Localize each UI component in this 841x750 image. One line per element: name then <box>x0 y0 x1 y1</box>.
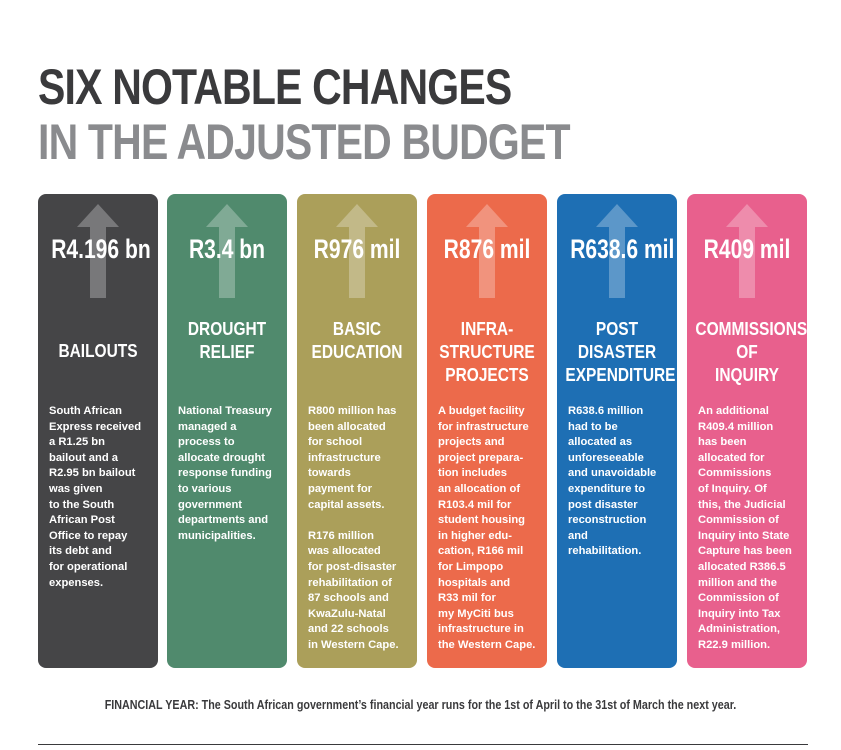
up-arrow-icon <box>336 204 378 298</box>
heading: COMMISSIONS OF INQUIRY <box>695 319 808 385</box>
up-arrow-icon <box>596 204 638 298</box>
title-line-1: SIX NOTABLE CHANGES <box>38 59 512 115</box>
description: R638.6 million had to be allocated as un… <box>568 405 657 558</box>
heading: BAILOUTS <box>58 341 138 361</box>
description: South African Express received a R1.25 b… <box>49 405 142 589</box>
bottom-divider <box>38 744 808 745</box>
amount: R976 mil <box>313 234 401 264</box>
footnote-label: FINANCIAL YEAR: <box>104 698 199 712</box>
description: National Treasury managed a process to a… <box>178 405 272 542</box>
amount: R409 mil <box>703 234 791 264</box>
card-drought-relief: R3.4 bn DROUGHT RELIEF National Treasury… <box>167 194 287 668</box>
amount: R4.196 bn <box>51 234 151 264</box>
up-arrow-icon <box>466 204 508 298</box>
title-line-2: IN THE ADJUSTED BUDGET <box>38 114 571 170</box>
description: An additional R409.4 million has been al… <box>698 405 792 651</box>
card-post-disaster-expenditure: R638.6 mil POST DISASTER EXPENDITURE R63… <box>557 194 677 668</box>
footnote-text: The South African government’s financial… <box>198 698 737 712</box>
description: R800 million has been allocated for scho… <box>308 405 399 651</box>
heading: DROUGHT RELIEF <box>187 319 267 362</box>
description: A budget facility for infrastructure pro… <box>438 405 536 651</box>
heading: BASIC EDUCATION <box>311 319 403 362</box>
amount: R876 mil <box>443 234 531 264</box>
amount: R638.6 mil <box>570 234 675 264</box>
heading: POST DISASTER EXPENDITURE <box>565 319 676 385</box>
card-commissions-of-inquiry: R409 mil COMMISSIONS OF INQUIRY An addit… <box>687 194 807 668</box>
card-basic-education: R976 mil BASIC EDUCATION R800 million ha… <box>297 194 417 668</box>
up-arrow-icon <box>726 204 768 298</box>
footnote: FINANCIAL YEAR: The South African govern… <box>59 698 782 712</box>
up-arrow-icon <box>77 204 119 298</box>
amount: R3.4 bn <box>188 234 266 264</box>
card-bailouts: R4.196 bn BAILOUTS South African Express… <box>38 194 158 668</box>
up-arrow-icon <box>206 204 248 298</box>
card-infrastructure-projects: R876 mil INFRA- STRUCTURE PROJECTS A bud… <box>427 194 547 668</box>
heading: INFRA- STRUCTURE PROJECTS <box>439 319 535 385</box>
